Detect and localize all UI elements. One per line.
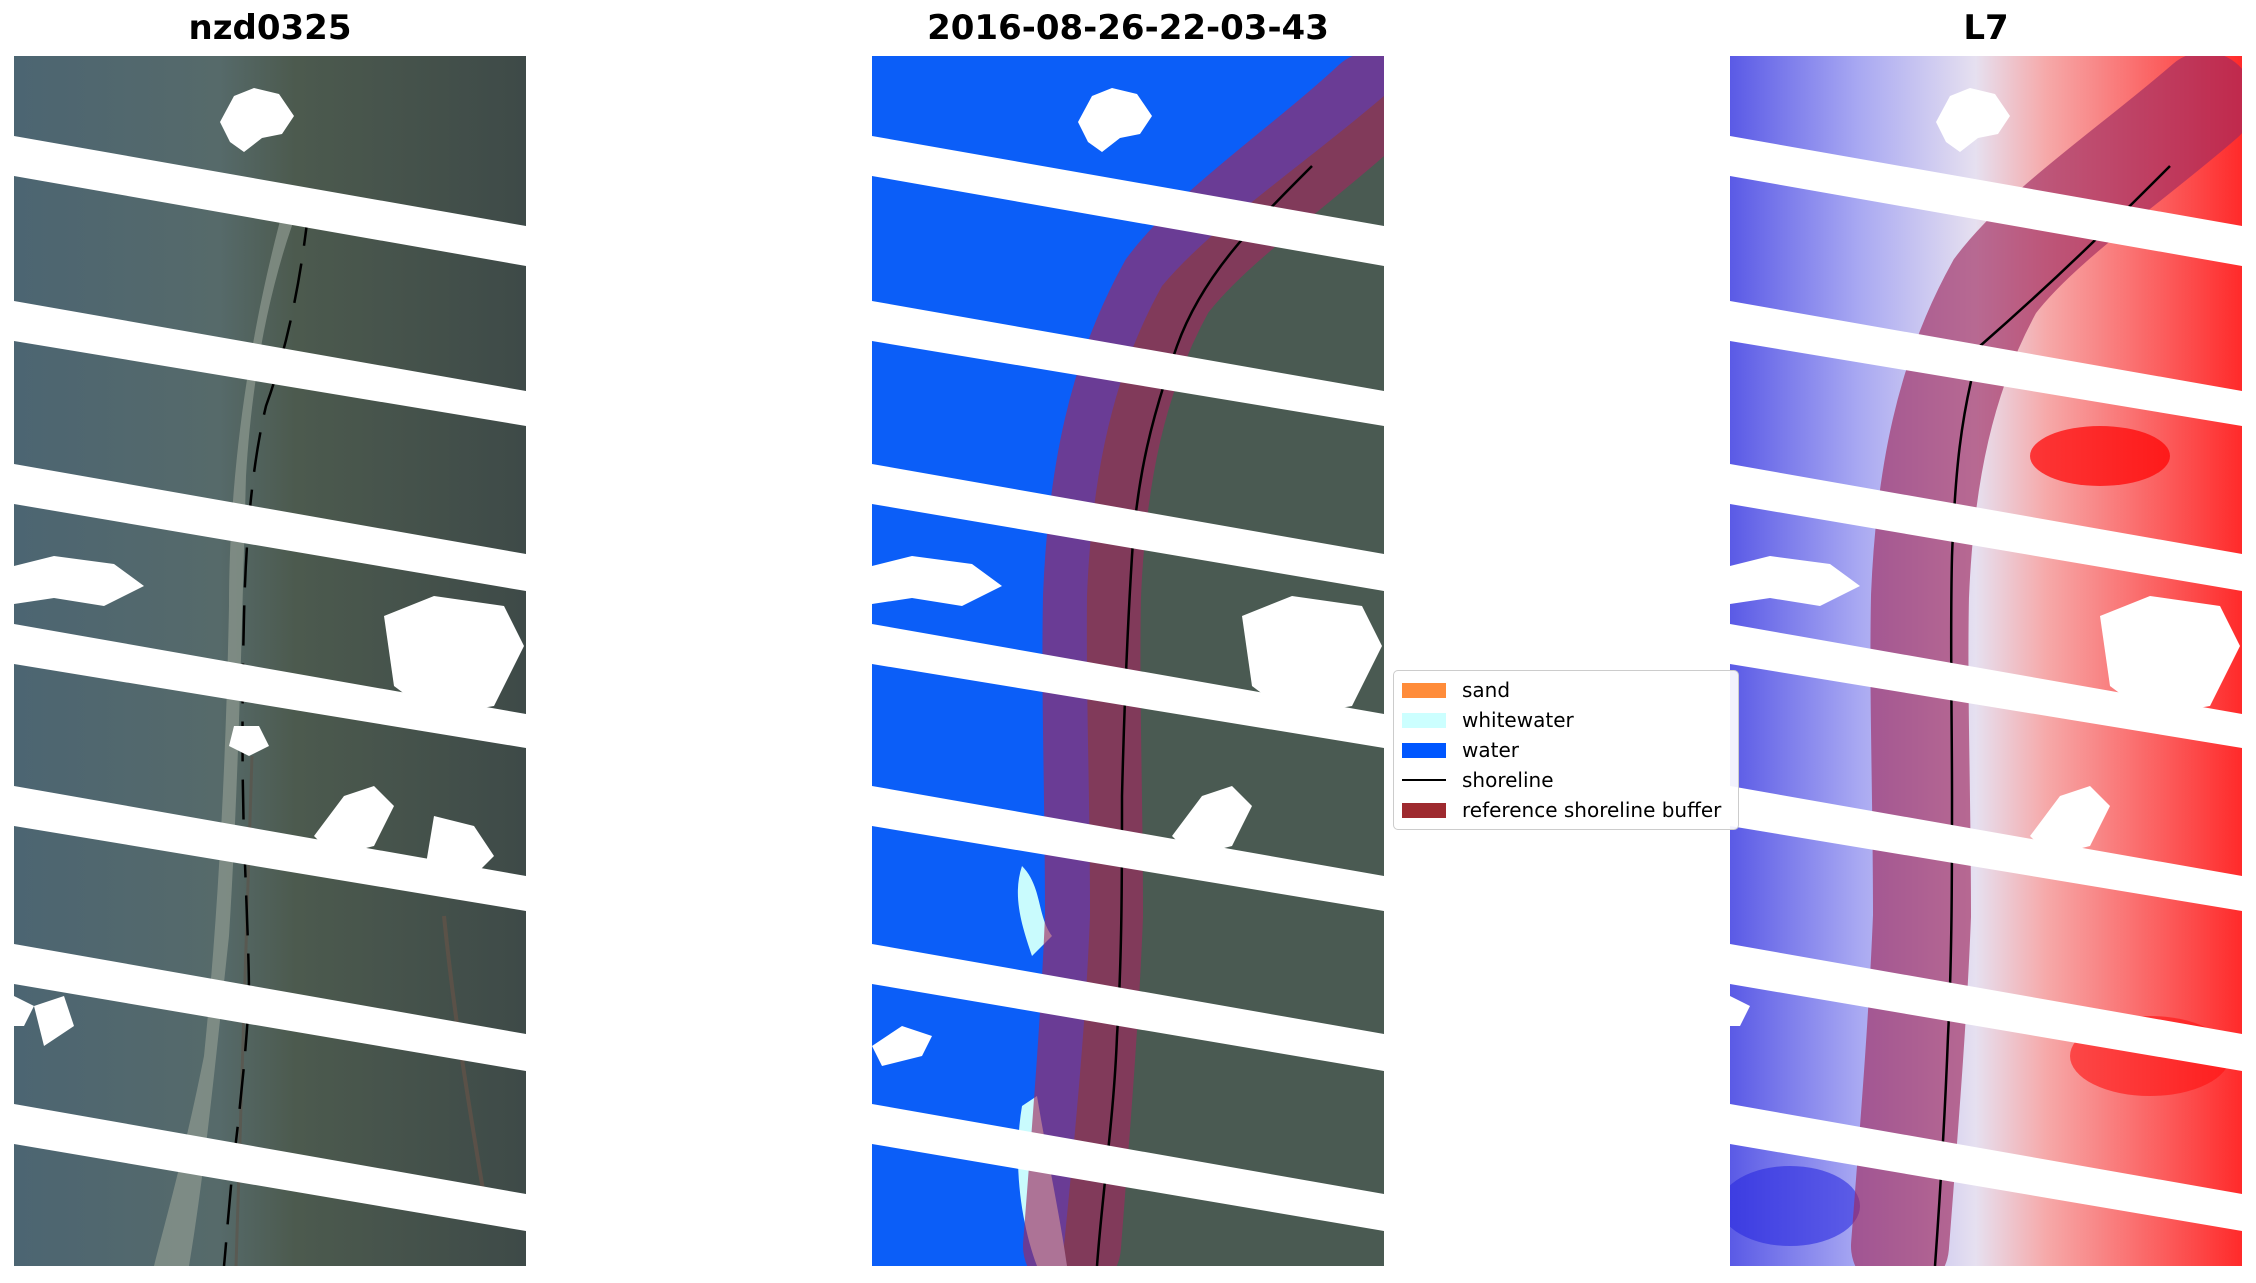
index-image <box>1730 56 2242 1266</box>
whitewater-swatch <box>1402 712 1446 728</box>
shoreline-swatch <box>1402 779 1446 781</box>
panel-title-index: L7 <box>1963 8 2009 48</box>
panel-title-rgb: nzd0325 <box>188 8 352 48</box>
legend-label: reference shoreline buffer <box>1462 798 1722 822</box>
legend-item-sand: sand <box>1402 675 1730 705</box>
legend-label: whitewater <box>1462 708 1574 732</box>
water-swatch <box>1402 742 1446 758</box>
legend-label: water <box>1462 738 1519 762</box>
classified-image-panel <box>872 56 1384 1266</box>
buffer-swatch <box>1402 802 1446 818</box>
legend-item-shoreline: shoreline <box>1402 765 1730 795</box>
rgb-image-panel <box>14 56 526 1266</box>
slc-stripes <box>14 136 526 1231</box>
legend-item-water: water <box>1402 735 1730 765</box>
legend-label: shoreline <box>1462 768 1554 792</box>
classified-image <box>872 56 1384 1266</box>
rgb-image <box>14 56 526 1266</box>
legend: sand whitewater water shoreline referenc… <box>1393 670 1739 830</box>
legend-item-buffer: reference shoreline buffer <box>1402 795 1730 825</box>
panel-title-classified: 2016-08-26-22-03-43 <box>927 8 1329 48</box>
legend-item-whitewater: whitewater <box>1402 705 1730 735</box>
legend-label: sand <box>1462 678 1511 702</box>
sand-swatch <box>1402 682 1446 698</box>
index-image-panel <box>1730 56 2242 1266</box>
